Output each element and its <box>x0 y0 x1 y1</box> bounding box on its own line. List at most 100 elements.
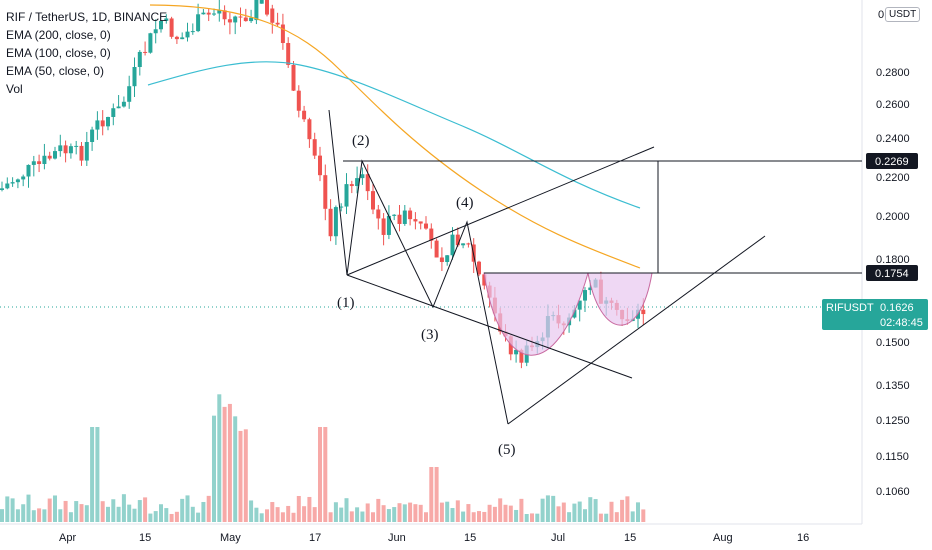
candle-body <box>15 179 20 183</box>
volume-bar <box>26 494 31 522</box>
candle-body <box>508 336 513 355</box>
current-price-value: 0.1626 <box>880 302 914 314</box>
price-tick: 0.1250 <box>876 415 910 427</box>
volume-bar <box>111 499 116 522</box>
volume-bar <box>530 513 534 522</box>
candle-body <box>212 13 216 15</box>
candle-body <box>121 101 126 107</box>
legend-ema200[interactable]: EMA (200, close, 0) <box>6 28 111 42</box>
volume-bar <box>588 497 593 522</box>
volume-bar <box>132 508 137 522</box>
candle-body <box>148 33 153 53</box>
volume-bar <box>498 498 503 522</box>
volume-bar <box>100 501 105 522</box>
volume-bar <box>392 507 397 522</box>
volume-bar <box>508 505 513 522</box>
candle-body <box>392 214 397 216</box>
lower-level-tag <box>866 265 918 281</box>
volume-bar <box>265 509 269 522</box>
legend-ema100[interactable]: EMA (100, close, 0) <box>6 46 111 60</box>
time-tick: Jul <box>551 532 565 544</box>
candle-body <box>445 255 450 263</box>
current-symbol: RIFUSDT <box>826 302 874 314</box>
volume-bar <box>636 502 640 522</box>
volume-bar <box>79 504 84 522</box>
candle-body <box>328 208 333 237</box>
candle-body <box>280 24 285 44</box>
candle-body <box>159 20 163 30</box>
volume-bar <box>492 506 497 522</box>
volume-bar <box>174 511 179 522</box>
time-tick: 15 <box>624 532 636 544</box>
currency-unit-button[interactable]: USDT <box>885 7 921 22</box>
volume-bar <box>630 511 635 522</box>
candle-body <box>26 164 31 177</box>
candle-body <box>196 14 201 32</box>
volume-bar <box>349 511 354 522</box>
candle-body <box>588 287 593 291</box>
volume-bar <box>524 513 529 522</box>
volume-bar <box>37 508 42 522</box>
volume-bar <box>402 504 407 522</box>
candle-body <box>365 174 370 192</box>
candle-body <box>185 31 190 38</box>
volume-bar <box>196 512 201 522</box>
candle-body <box>5 183 10 189</box>
candle-body <box>360 174 365 179</box>
candle-body <box>116 106 121 109</box>
price-tick: 0.1350 <box>876 380 910 392</box>
candle-body <box>461 243 466 246</box>
candle-body <box>233 16 238 23</box>
cup-shape <box>483 272 589 356</box>
time-tick: Aug <box>713 532 733 544</box>
volume-bar <box>583 509 587 522</box>
volume-bar <box>90 427 95 522</box>
price-tick: 0.1500 <box>876 337 910 349</box>
candle-body <box>424 223 428 229</box>
candle-body <box>68 146 73 154</box>
candle-body <box>153 29 158 34</box>
wave-label-5: (5) <box>498 442 516 458</box>
candle-body <box>439 257 444 263</box>
price-tick: 0.2800 <box>876 67 910 79</box>
legend-vol[interactable]: Vol <box>6 82 23 96</box>
volume-bar <box>10 498 15 522</box>
price-tick: 0.2600 <box>876 99 910 111</box>
volume-bar <box>58 509 63 522</box>
volume-bar <box>561 502 566 522</box>
volume-bar <box>376 498 381 522</box>
candle-body <box>37 161 42 164</box>
volume-bar <box>519 498 524 522</box>
candle-body <box>514 349 519 355</box>
volume-bar <box>445 501 450 522</box>
legend-symbol[interactable]: RIF / TetherUS, 1D, BINANCE <box>6 10 168 24</box>
volume-bar <box>222 406 227 522</box>
candle-body <box>111 108 116 117</box>
legend-ema50[interactable]: EMA (50, close, 0) <box>6 64 105 78</box>
candle-body <box>307 119 312 140</box>
volume-bar <box>593 499 598 522</box>
volume-bar <box>328 512 333 522</box>
candle-body <box>127 86 132 102</box>
time-tick: Apr <box>59 532 76 544</box>
price-tick: 0.2000 <box>876 211 910 223</box>
volume-bar <box>344 498 349 522</box>
candle-body <box>169 18 174 37</box>
candle-body <box>58 145 63 152</box>
volume-bar <box>307 496 312 522</box>
volume-bar <box>169 513 174 522</box>
countdown-timer: 02:48:45 <box>880 317 923 329</box>
candle-body <box>386 215 391 235</box>
candle-body <box>95 120 100 130</box>
volume-bar <box>540 498 545 522</box>
volume-bar <box>259 513 264 522</box>
candle-body <box>217 10 222 14</box>
volume-bar <box>625 496 630 522</box>
volume-bar <box>604 513 609 522</box>
axis-top-label: 0 <box>878 9 885 21</box>
volume-bar <box>201 501 206 522</box>
candle-body <box>132 67 137 87</box>
candle-body <box>583 290 587 301</box>
candle-body <box>349 184 354 187</box>
